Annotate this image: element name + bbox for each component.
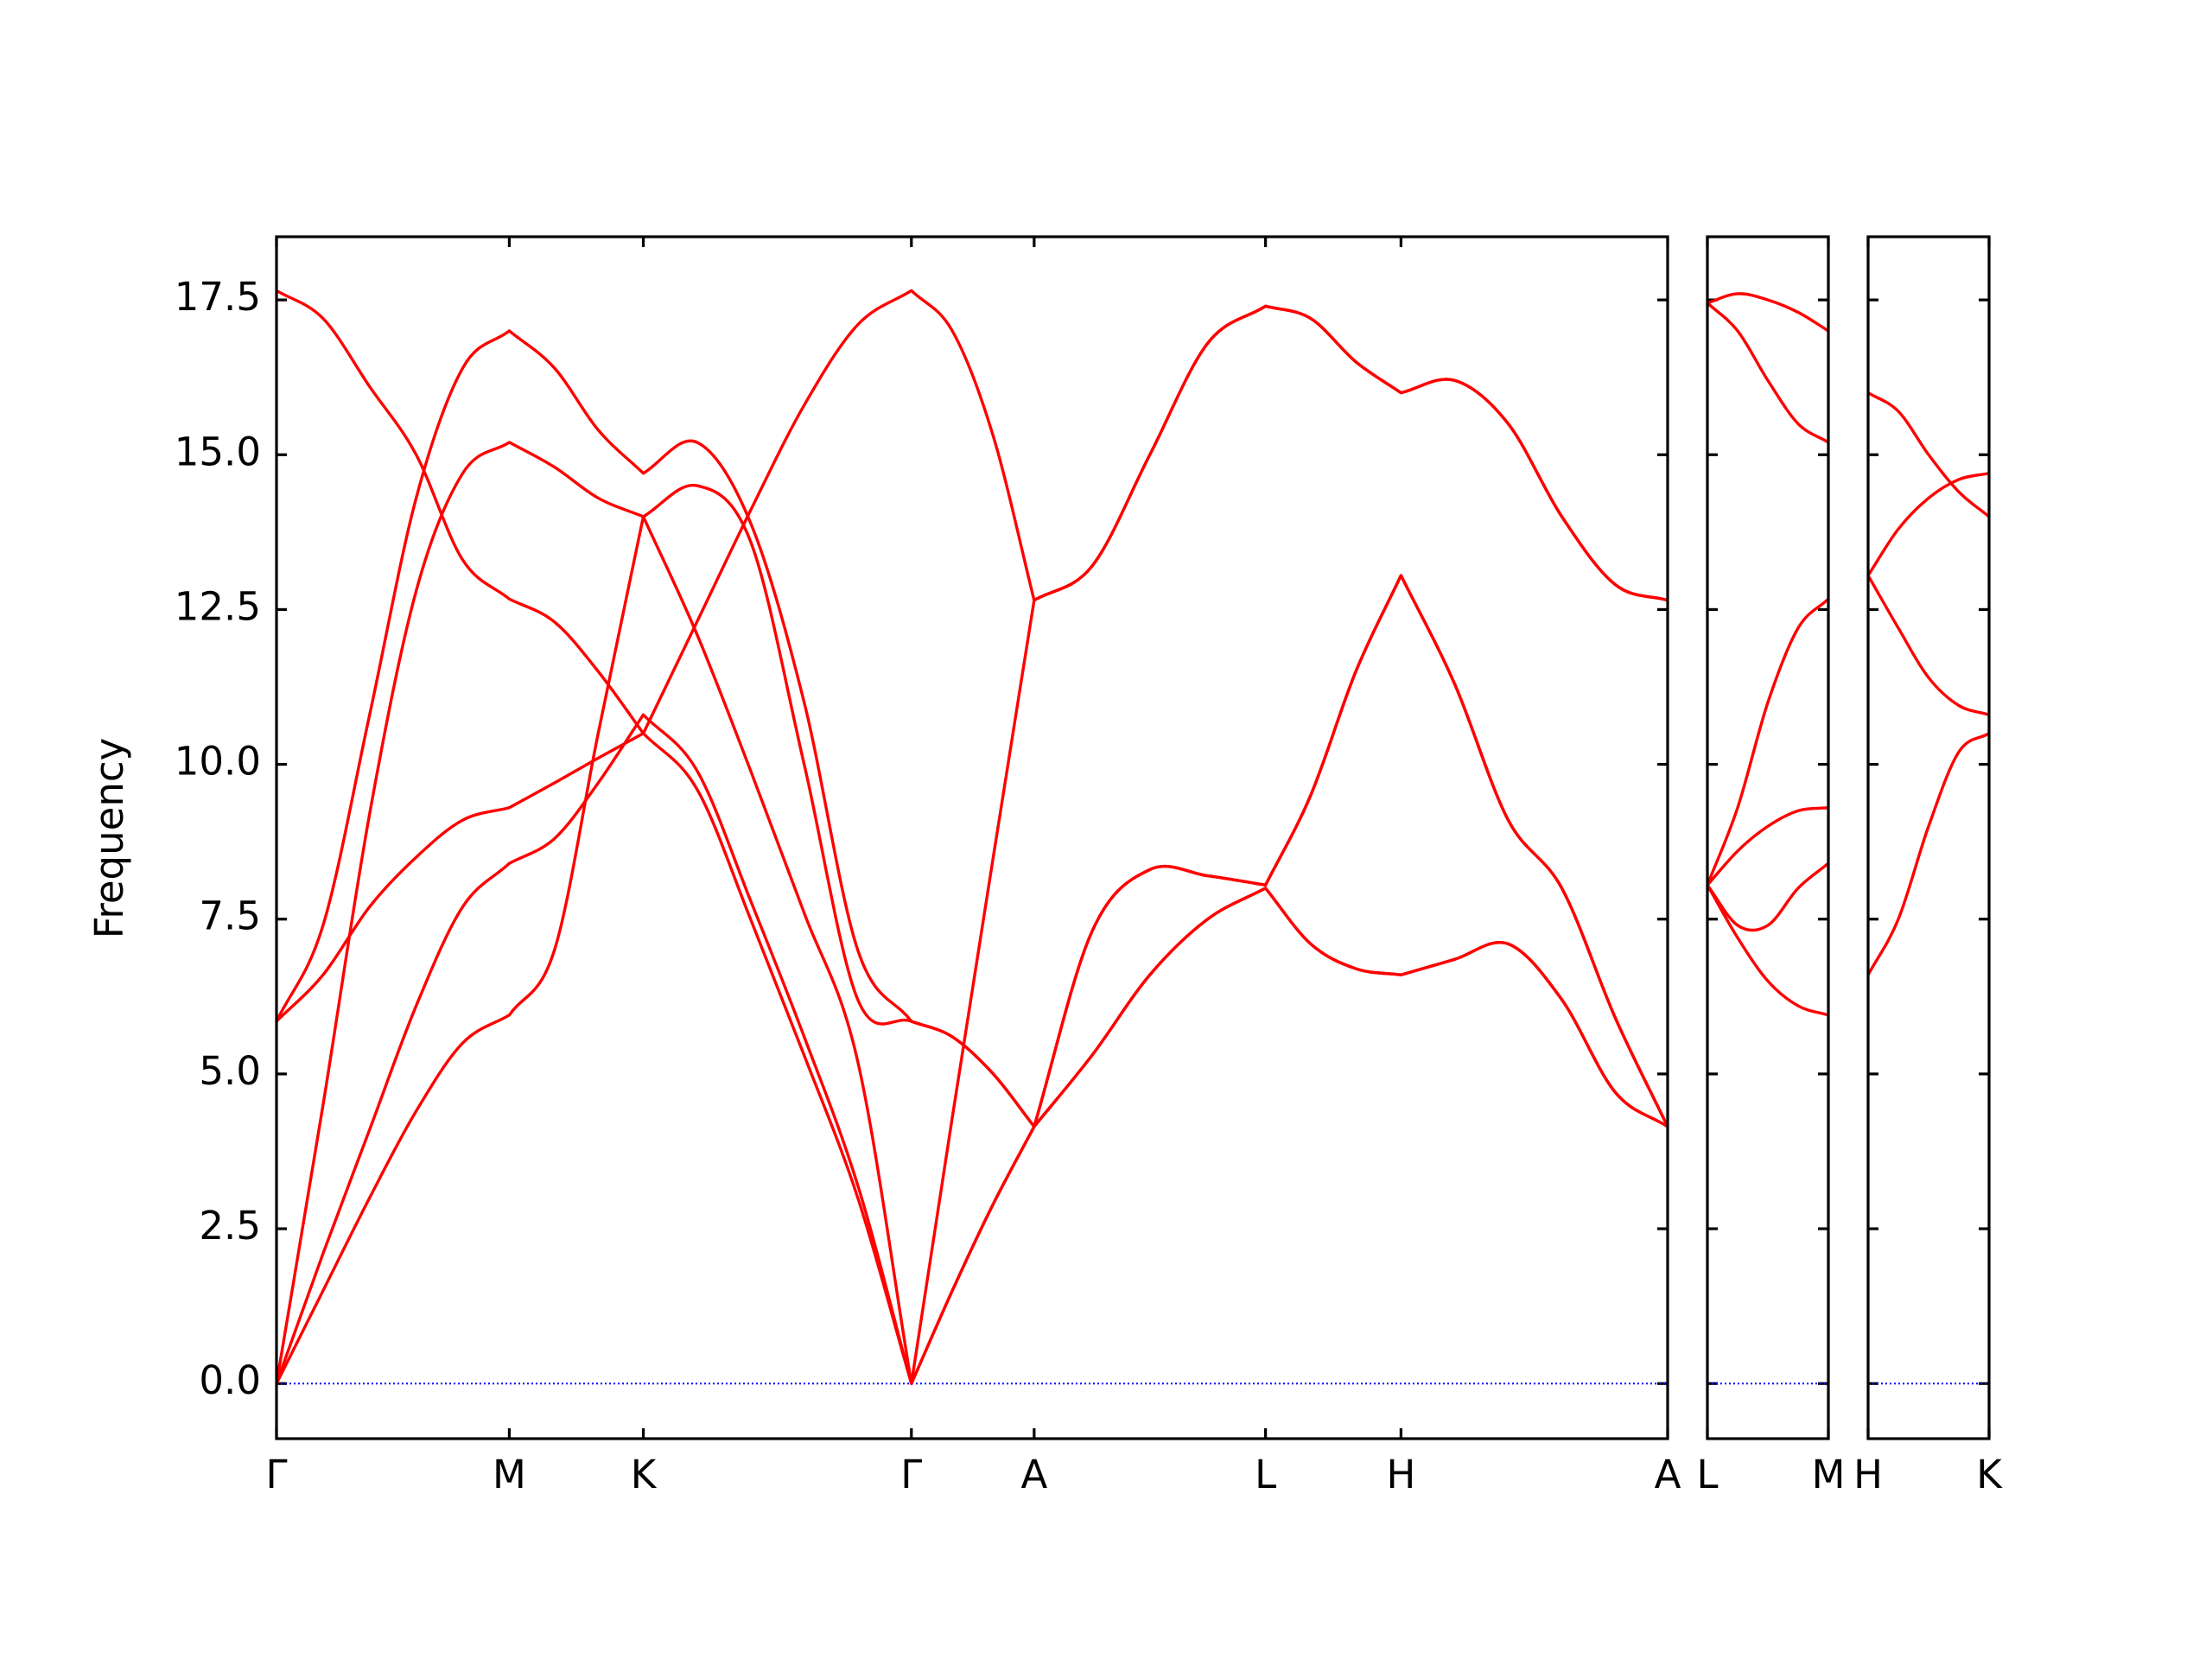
- band-line: [1866, 472, 1990, 576]
- x-tick-label: K: [1976, 1452, 2003, 1497]
- x-tick-label: M: [1812, 1452, 1846, 1497]
- band-line: [1866, 732, 1990, 976]
- plot-frame: [275, 235, 1669, 1440]
- band-line: [1707, 292, 1829, 333]
- x-tick-label: A: [1020, 1452, 1047, 1497]
- y-tick-label: 10.0: [175, 739, 261, 785]
- x-tick-label: L: [1255, 1452, 1276, 1497]
- plot-frame: [1866, 235, 1991, 1440]
- y-tick-label: 0.0: [199, 1357, 261, 1403]
- y-tick-label: 12.5: [175, 583, 261, 629]
- y-tick-label: 15.0: [175, 429, 261, 474]
- band-line: [1706, 806, 1829, 887]
- x-tick-label: L: [1696, 1452, 1718, 1497]
- x-tick-label: H: [1386, 1452, 1415, 1497]
- band-line: [1706, 302, 1829, 444]
- y-tick-label: 2.5: [199, 1203, 261, 1249]
- y-tick-label: 5.0: [199, 1048, 261, 1094]
- plot-frame: [1706, 235, 1830, 1440]
- y-tick-label: 17.5: [175, 274, 261, 320]
- x-tick-label: K: [631, 1452, 658, 1497]
- y-axis-label: Frequency: [86, 738, 132, 938]
- x-tick-label: H: [1853, 1452, 1883, 1497]
- band-line: [1866, 575, 1990, 716]
- x-tick-label: Γ: [265, 1452, 287, 1497]
- x-tick-label: Γ: [900, 1452, 922, 1497]
- x-tick-label: M: [493, 1452, 526, 1497]
- band-line: [1706, 597, 1830, 886]
- band-line: [275, 329, 1669, 1128]
- band-line: [1706, 884, 1829, 1017]
- band-line: [1706, 861, 1830, 932]
- y-tick-label: 7.5: [199, 893, 261, 939]
- x-tick-label: A: [1655, 1452, 1681, 1497]
- band-line: [1867, 391, 1991, 518]
- band-line: [276, 289, 1669, 1385]
